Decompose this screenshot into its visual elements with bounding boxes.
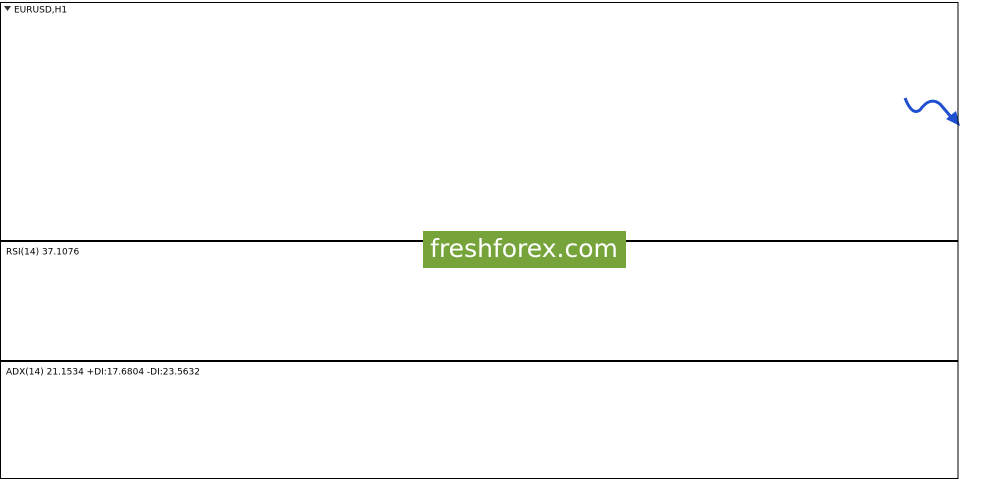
adx-panel-frame	[0, 361, 959, 479]
forecast-arrowhead	[946, 111, 960, 126]
watermark-box	[423, 231, 626, 268]
rsi-title: RSI(14) 37.1076	[6, 248, 79, 258]
chart-title: EURUSD,H1	[14, 6, 67, 16]
adx-title: ADX(14) 21.1534 +DI:17.6804 -DI:23.5632	[6, 368, 200, 378]
watermark: freshforex.com	[430, 234, 618, 263]
forecast-arrow	[903, 97, 954, 119]
title-icon	[4, 6, 11, 11]
